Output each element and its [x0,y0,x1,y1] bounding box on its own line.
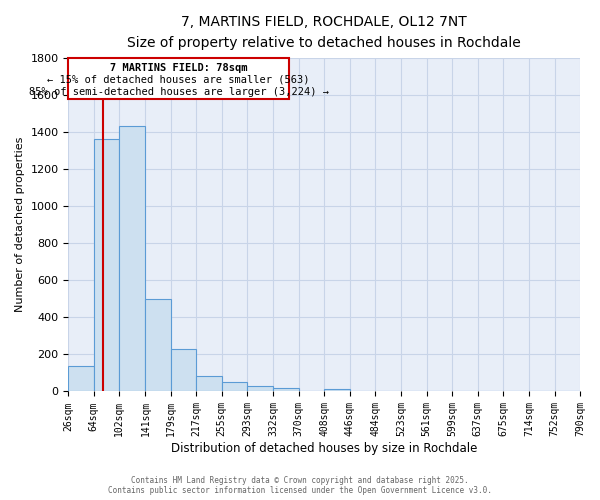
Bar [68,366,94,392]
Bar [247,386,274,392]
Bar [119,126,145,392]
Bar [145,299,171,392]
Bar [196,376,222,392]
Bar [222,382,247,392]
FancyBboxPatch shape [68,58,289,100]
Text: ← 15% of detached houses are smaller (563): ← 15% of detached houses are smaller (56… [47,75,310,85]
Bar [171,349,196,392]
Title: 7, MARTINS FIELD, ROCHDALE, OL12 7NT
Size of property relative to detached house: 7, MARTINS FIELD, ROCHDALE, OL12 7NT Siz… [127,15,521,50]
Y-axis label: Number of detached properties: Number of detached properties [15,137,25,312]
Text: 85% of semi-detached houses are larger (3,224) →: 85% of semi-detached houses are larger (… [29,87,329,97]
Text: 7 MARTINS FIELD: 78sqm: 7 MARTINS FIELD: 78sqm [110,63,247,73]
Bar [94,140,119,392]
Bar [324,388,350,392]
Text: Contains HM Land Registry data © Crown copyright and database right 2025.
Contai: Contains HM Land Registry data © Crown c… [108,476,492,495]
Bar [274,388,299,392]
X-axis label: Distribution of detached houses by size in Rochdale: Distribution of detached houses by size … [171,442,478,455]
